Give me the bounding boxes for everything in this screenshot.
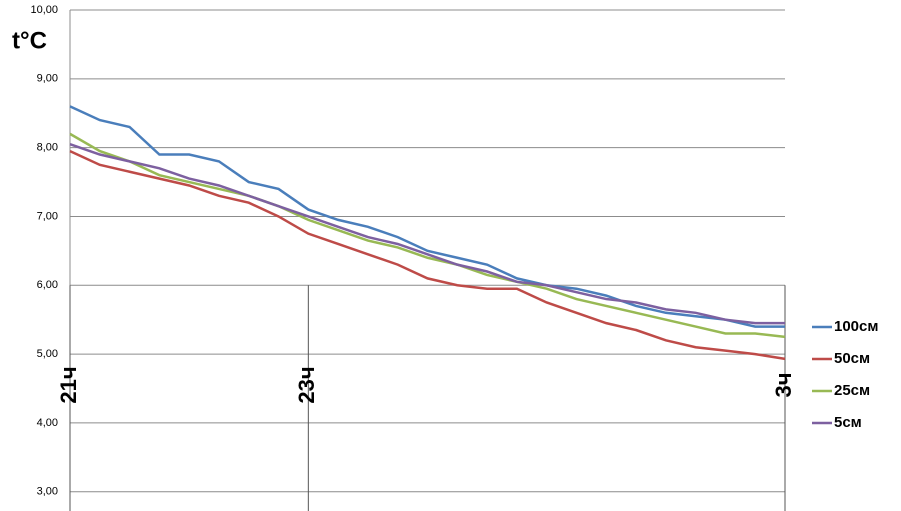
legend-label: 5см [834,414,862,431]
series-line [69,132,786,339]
y-axis-title: t°C [12,27,47,54]
series-line [69,149,786,361]
x-tick-label: 23ч [294,366,319,403]
legend-label: 50см [834,350,870,367]
y-tick-label: 5,00 [37,348,58,360]
y-tick-label: 10,00 [30,4,58,16]
y-tick-label: 8,00 [37,142,58,154]
y-tick-label: 6,00 [37,279,58,291]
series-line [69,143,785,325]
x-tick-label: 21ч [56,366,81,403]
y-tick-label: 3,00 [37,486,58,498]
legend-label: 100см [834,318,878,335]
legend-label: 25см [834,382,870,399]
x-tick-label: 3ч [771,372,796,397]
y-tick-label: 9,00 [37,73,58,85]
series-line [69,105,785,328]
y-tick-label: 7,00 [37,210,58,222]
y-tick-label: 4,00 [37,417,58,429]
